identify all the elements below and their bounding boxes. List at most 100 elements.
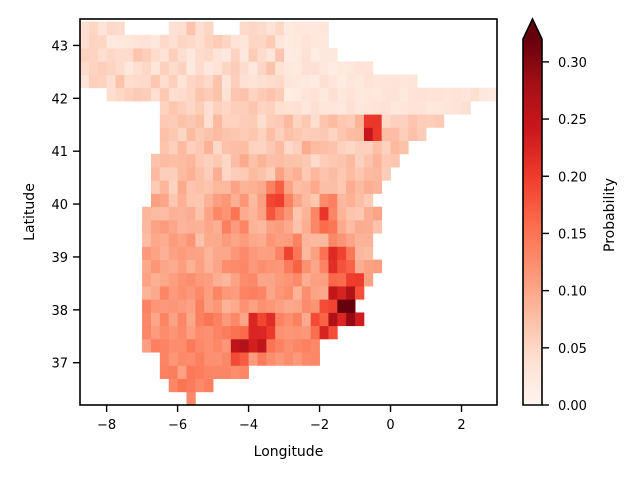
heatmap-cell [221, 127, 232, 142]
heatmap-cell [310, 246, 320, 260]
heatmap-cell [221, 48, 232, 62]
colorbar-tick-label: 0.30 [558, 56, 587, 71]
heatmap-cell [195, 61, 205, 75]
heatmap-cell [292, 87, 303, 102]
heatmap-cell [355, 140, 365, 155]
heatmap-cell [186, 127, 196, 142]
heatmap-cell [310, 21, 320, 36]
heatmap-cell [319, 259, 329, 274]
heatmap-cell [266, 206, 276, 221]
colorbar-ticks: 0.00 0.05 0.10 0.15 0.20 0.25 0.30 [542, 56, 587, 414]
heatmap-cell [372, 219, 383, 234]
heatmap-cell [328, 167, 338, 181]
heatmap-cell [328, 127, 338, 142]
heatmap-cell [221, 153, 232, 168]
heatmap-cell [159, 206, 170, 221]
heatmap-cell [177, 352, 187, 366]
heatmap-cell [133, 74, 143, 89]
heatmap-cell [381, 87, 391, 102]
heatmap-cell [363, 61, 374, 75]
heatmap-cell [239, 87, 249, 102]
heatmap-cell [310, 153, 320, 168]
heatmap-cell [284, 219, 294, 234]
heatmap-cell [292, 114, 303, 128]
heatmap-cell [310, 100, 320, 115]
heatmap-cell [426, 87, 436, 102]
heatmap-cell [195, 193, 205, 208]
heatmap-cell [248, 114, 258, 128]
heatmap-cell [363, 127, 374, 142]
heatmap-cell [257, 167, 267, 181]
heatmap-cell [292, 153, 303, 168]
heatmap-cell [346, 193, 356, 208]
heatmap-cell [363, 180, 374, 194]
heatmap-cell [355, 286, 365, 300]
heatmap-cell [408, 100, 418, 115]
heatmap-cell [292, 312, 303, 327]
heatmap-cell [177, 100, 187, 115]
heatmap-cell [363, 193, 374, 208]
heatmap-cell [97, 74, 108, 89]
heatmap-cell [133, 87, 143, 102]
heatmap-cell [399, 140, 409, 155]
heatmap-cell [248, 180, 258, 194]
heatmap-cell [292, 21, 303, 36]
heatmap-cell [124, 34, 134, 49]
heatmap-cell [328, 114, 338, 128]
heatmap-cell [275, 87, 285, 102]
heatmap-cell [186, 246, 196, 260]
heatmap-cell [301, 87, 312, 102]
heatmap-cell [213, 365, 223, 379]
heatmap-cell [142, 87, 152, 102]
y-tick-label: 37 [51, 357, 68, 372]
heatmap-cell [372, 127, 383, 142]
heatmap-cell [284, 193, 294, 208]
heatmap-cell [159, 246, 170, 260]
heatmap-cell [106, 21, 116, 36]
heatmap-cell [337, 299, 347, 313]
heatmap-cell [159, 259, 170, 274]
heatmap-cell [301, 153, 312, 168]
heatmap-cell [230, 352, 241, 366]
heatmap-cell [177, 167, 187, 181]
heatmap-cell [230, 365, 241, 379]
heatmap-cell [266, 87, 276, 102]
heatmap-cell [213, 74, 223, 89]
heatmap-cell [346, 127, 356, 142]
heatmap-cell [292, 193, 303, 208]
heatmap-cell [310, 312, 320, 327]
x-tick-label: −2 [310, 418, 329, 433]
heatmap-cell [301, 167, 312, 181]
heatmap-cell [328, 259, 338, 274]
x-tick-label: −4 [239, 418, 258, 433]
heatmap-cell [284, 325, 294, 340]
heatmap-cell [204, 352, 214, 366]
heatmap-cell [257, 325, 267, 340]
heatmap-cell [88, 48, 99, 62]
heatmap-cell [434, 100, 445, 115]
x-axis-label: Longitude [254, 444, 324, 460]
heatmap-cell [284, 299, 294, 313]
heatmap-cell [168, 34, 178, 49]
heatmap-cell [213, 246, 223, 260]
heatmap-cell [150, 338, 161, 353]
heatmap-cell [195, 34, 205, 49]
heatmap-cell [426, 100, 436, 115]
heatmap-cell [230, 34, 241, 49]
heatmap-cell [257, 352, 267, 366]
heatmap-cell [168, 48, 178, 62]
heatmap-cell [284, 140, 294, 155]
heatmap-cell [461, 100, 471, 115]
heatmap-cell [230, 48, 241, 62]
heatmap-cell [275, 233, 285, 247]
heatmap-cell [301, 325, 312, 340]
heatmap-cell [150, 219, 161, 234]
heatmap-cell [257, 153, 267, 168]
heatmap-cell [275, 167, 285, 181]
heatmap-cell [284, 114, 294, 128]
heatmap-cell [142, 286, 152, 300]
heatmap-cell [408, 114, 418, 128]
heatmap-cell [124, 87, 134, 102]
heatmap-cell [248, 127, 258, 142]
